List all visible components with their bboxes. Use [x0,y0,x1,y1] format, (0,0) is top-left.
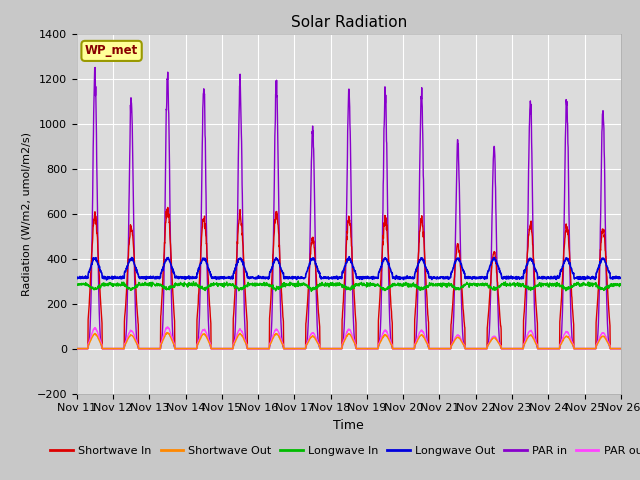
Text: WP_met: WP_met [85,44,138,58]
X-axis label: Time: Time [333,419,364,432]
Title: Solar Radiation: Solar Radiation [291,15,407,30]
Legend: Shortwave In, Shortwave Out, Longwave In, Longwave Out, PAR in, PAR out: Shortwave In, Shortwave Out, Longwave In… [46,441,640,460]
Y-axis label: Radiation (W/m2, umol/m2/s): Radiation (W/m2, umol/m2/s) [21,132,31,296]
